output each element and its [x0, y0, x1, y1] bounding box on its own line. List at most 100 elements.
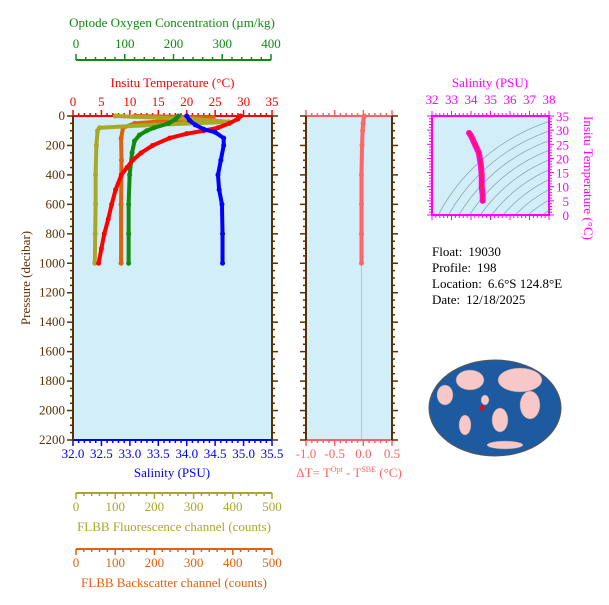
oxygen-data-point	[126, 260, 132, 266]
ts-data-point	[479, 162, 483, 166]
salinity-data-point	[220, 260, 226, 266]
ts-y-tick-label: 25	[556, 137, 569, 152]
delta-t-data-point	[358, 201, 364, 207]
salinity-data-point	[220, 231, 226, 237]
temperature-axis-tick-label: 35	[266, 94, 279, 109]
ts-data-point	[480, 185, 484, 189]
fluorescence-axis-tick-label: 100	[105, 499, 125, 514]
salinity-data-point	[215, 172, 221, 178]
map-landmass	[436, 384, 454, 406]
salinity-axis-tick-label: 35.5	[261, 446, 284, 461]
profile-value: 198	[477, 260, 497, 275]
salinity-data-point	[192, 122, 198, 128]
fluorescence-data-point	[95, 128, 101, 134]
location-value: 6.6°S 124.8°E	[487, 276, 563, 291]
delta-t-axis-tick-label: -1.0	[296, 446, 317, 461]
fluorescence-axis-title: FLBB Fluorescence channel (counts)	[77, 519, 271, 534]
pressure-tick-label: 1800	[39, 373, 65, 388]
backscatter-axis-tick-label: 300	[184, 555, 204, 570]
oxygen-data-point	[173, 116, 179, 122]
delta-t-data-point	[358, 260, 364, 266]
fluorescence-axis-tick-label: 400	[223, 499, 243, 514]
temperature-data-point	[101, 231, 107, 237]
delta-t-data-point	[361, 113, 367, 119]
salinity-data-point	[218, 157, 224, 163]
date-value: 12/18/2025	[466, 292, 526, 307]
map-landmass	[480, 394, 490, 406]
backscatter-data-point	[118, 135, 124, 141]
oxygen-data-point	[136, 132, 142, 138]
salinity-axis-tick-label: 32.5	[90, 446, 113, 461]
map-landmass	[486, 440, 524, 450]
delta-t-title-part: (°C)	[376, 465, 402, 480]
map-landmass	[519, 390, 541, 420]
temperature-data-point	[105, 216, 111, 222]
delta-t-title-part: - T	[343, 465, 362, 480]
ts-plot-area	[432, 116, 549, 215]
pressure-tick-label: 800	[46, 226, 66, 241]
salinity-data-point	[221, 135, 227, 141]
profile-number: Profile: 198	[432, 260, 568, 276]
oxygen-axis-tick-label: 400	[261, 36, 281, 51]
backscatter-axis-title: FLBB Backscatter channel (counts)	[81, 575, 267, 590]
oxygen-axis-tick-label: 0	[73, 36, 80, 51]
oxygen-axis-tick-label: 100	[115, 36, 135, 51]
pressure-tick-label: 2200	[39, 432, 65, 447]
delta-t-axis-tick-label: -0.5	[324, 446, 345, 461]
location: Location: 6.6°S 124.8°E	[432, 276, 568, 292]
ts-x-tick-label: 36	[504, 92, 518, 107]
pressure-tick-label: 1400	[39, 314, 65, 329]
salinity-data-point	[184, 113, 190, 119]
temperature-data-point	[130, 157, 136, 163]
delta-t-plot-area	[306, 116, 392, 440]
salinity-data-point	[219, 201, 225, 207]
ts-y-tick-label: 0	[563, 208, 570, 223]
oxygen-data-point	[144, 128, 150, 134]
pressure-tick-label: 2000	[39, 403, 65, 418]
fluorescence-data-point	[93, 201, 99, 207]
salinity-axis-tick-label: 33.5	[147, 446, 170, 461]
float-label: Float:	[432, 244, 463, 259]
oxygen-data-point	[166, 120, 172, 126]
ts-data-point	[467, 131, 471, 135]
ts-x-tick-label: 35	[484, 92, 497, 107]
delta-t-data-point	[359, 142, 365, 148]
temperature-axis-tick-label: 5	[98, 94, 105, 109]
ts-x-tick-label: 33	[445, 92, 458, 107]
salinity-axis-tick-label: 34.0	[175, 446, 198, 461]
world-map	[428, 359, 562, 457]
temperature-axis-tick-label: 0	[70, 94, 77, 109]
oxygen-data-point	[126, 201, 132, 207]
pressure-tick-label: 200	[46, 137, 66, 152]
fluorescence-data-point	[93, 142, 99, 148]
salinity-data-point	[216, 187, 222, 193]
ts-x-tick-label: 37	[523, 92, 537, 107]
temperature-data-point	[98, 246, 104, 252]
temperature-data-point	[138, 150, 144, 156]
delta-t-data-point	[360, 128, 366, 134]
ts-y-tick-label: 35	[556, 109, 569, 124]
date-label: Date:	[432, 292, 461, 307]
fluorescence-axis-tick-label: 300	[184, 499, 204, 514]
pressure-tick-label: 0	[59, 108, 66, 123]
oxygen-axis-tick-label: 200	[164, 36, 184, 51]
backscatter-data-point	[118, 201, 124, 207]
date: Date: 12/18/2025	[432, 292, 568, 308]
delta-t-axis-tick-label: 0.5	[384, 446, 400, 461]
ts-y-tick-label: 5	[563, 194, 570, 209]
backscatter-data-point	[118, 157, 124, 163]
temperature-data-point	[150, 142, 156, 148]
ts-x-axis-title: Salinity (PSU)	[452, 75, 528, 90]
salinity-data-point	[221, 142, 227, 148]
temperature-data-point	[118, 172, 124, 178]
ts-data-point	[469, 134, 473, 138]
float-location-marker	[479, 405, 485, 411]
backscatter-data-point	[118, 260, 124, 266]
backscatter-axis-tick-label: 0	[73, 555, 80, 570]
oxygen-axis-title: Optode Oxygen Concentration (µm/kg)	[69, 15, 275, 30]
temperature-data-point	[124, 165, 130, 171]
delta-t-axis-tick-label: 0.0	[355, 446, 371, 461]
fluorescence-data-point	[112, 113, 118, 119]
location-label: Location:	[432, 276, 482, 291]
salinity-axis-tick-label: 34.5	[204, 446, 227, 461]
